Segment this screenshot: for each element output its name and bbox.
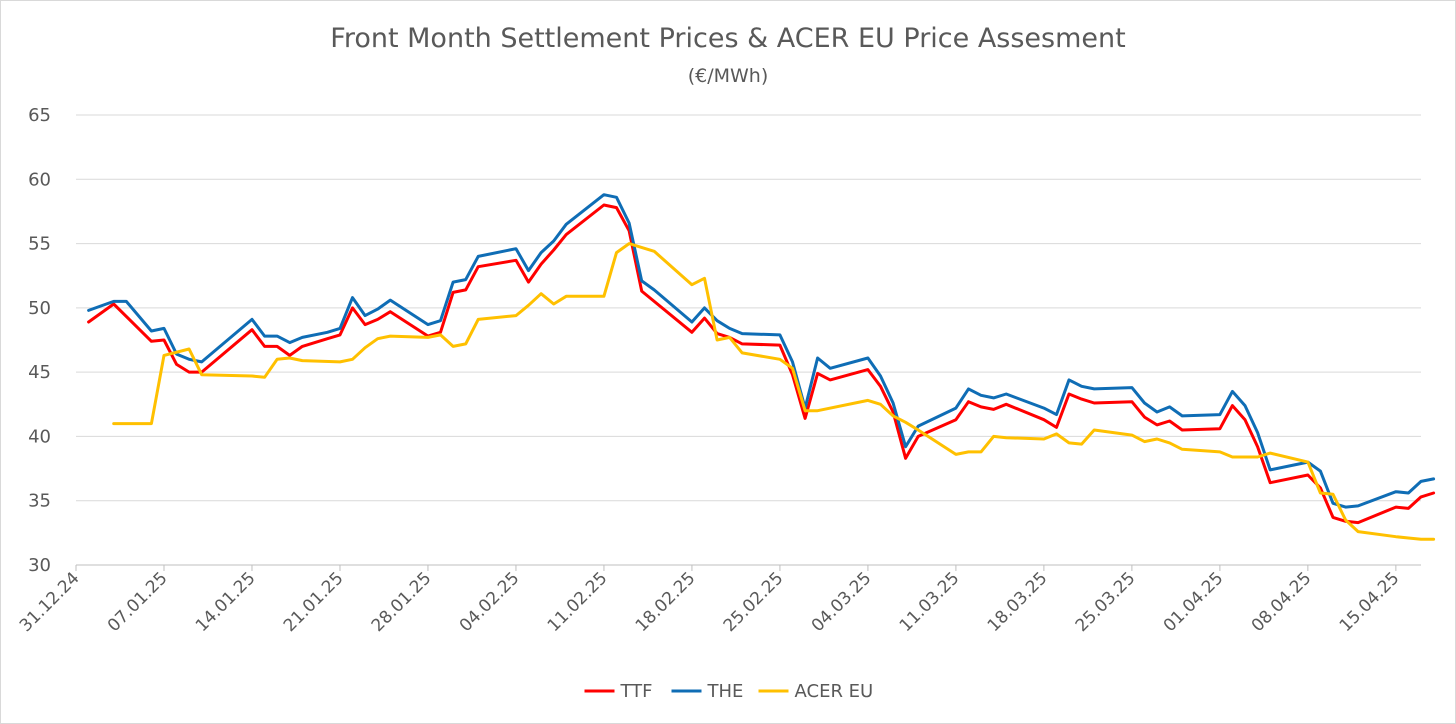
x-axis-tick-labels: 31.12.24 07.01.25 14.01.25 21.01.25 28.01.25…: [16, 565, 1404, 636]
x-tick-label: 11.02.25: [544, 568, 612, 636]
series-line-acer-eu: [112, 242, 1436, 541]
x-tick-label: 07.01.25: [104, 568, 172, 636]
gridlines: [76, 114, 1421, 502]
y-tick-label: 65: [28, 105, 51, 126]
x-tick-label: 18.03.25: [984, 568, 1052, 636]
y-tick-label: 45: [28, 362, 51, 383]
chart-title: Front Month Settlement Prices & ACER EU …: [330, 23, 1125, 54]
x-tick-label: 18.02.25: [632, 568, 700, 636]
x-tick-label: 01.04.25: [1160, 568, 1228, 636]
chart-subtitle: (€/MWh): [688, 65, 769, 87]
legend: TTF THE ACER EU: [584, 681, 874, 702]
legend-label: TTF: [620, 681, 653, 702]
x-tick-label: 25.03.25: [1072, 568, 1140, 636]
y-tick-label: 40: [28, 426, 51, 447]
y-tick-label: 55: [28, 234, 51, 255]
series-lines: [87, 193, 1436, 541]
x-tick-label: 31.12.24: [16, 568, 84, 636]
x-tick-label: 28.01.25: [368, 568, 436, 636]
y-axis-tick-labels: 30 35 40 45 50 55 60 65: [28, 105, 51, 576]
x-tick-label: 08.04.25: [1248, 568, 1316, 636]
x-tick-label: 25.02.25: [720, 568, 788, 636]
y-tick-label: 60: [28, 169, 51, 190]
x-tick-label: 11.03.25: [896, 568, 964, 636]
legend-item-the: THE: [671, 681, 744, 702]
y-tick-label: 35: [28, 491, 51, 512]
x-tick-label: 21.01.25: [280, 568, 348, 636]
legend-label: THE: [707, 681, 744, 702]
legend-label: ACER EU: [795, 681, 874, 702]
x-tick-label: 14.01.25: [192, 568, 260, 636]
legend-item-ttf: TTF: [584, 681, 653, 702]
legend-item-acer-eu: ACER EU: [758, 681, 874, 702]
y-tick-label: 50: [28, 298, 51, 319]
series-line-ttf: [87, 203, 1436, 525]
y-tick-label: 30: [28, 555, 51, 576]
x-tick-label: 04.03.25: [808, 568, 876, 636]
x-tick-label: 04.02.25: [456, 568, 524, 636]
series-line-the: [87, 193, 1436, 509]
x-tick-label: 15.04.25: [1336, 568, 1404, 636]
